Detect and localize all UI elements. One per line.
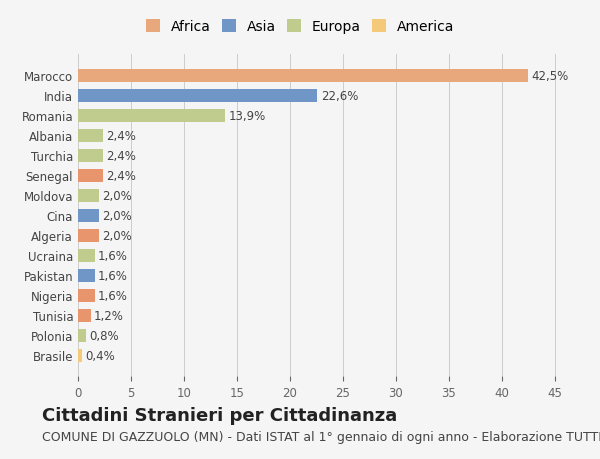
Bar: [78, 349, 82, 362]
Text: Cittadini Stranieri per Cittadinanza: Cittadini Stranieri per Cittadinanza: [42, 406, 397, 424]
Bar: [78, 150, 103, 162]
Text: 1,6%: 1,6%: [98, 289, 128, 302]
Text: 13,9%: 13,9%: [229, 110, 266, 123]
Bar: [78, 209, 99, 222]
Bar: [78, 229, 99, 242]
Text: 0,4%: 0,4%: [85, 349, 115, 362]
Legend: Africa, Asia, Europa, America: Africa, Asia, Europa, America: [142, 16, 458, 39]
Bar: [78, 289, 95, 302]
Text: 2,4%: 2,4%: [107, 169, 136, 182]
Text: 1,6%: 1,6%: [98, 269, 128, 282]
Bar: [78, 249, 95, 262]
Text: 2,4%: 2,4%: [107, 129, 136, 142]
Text: 2,4%: 2,4%: [107, 150, 136, 162]
Text: 1,2%: 1,2%: [94, 309, 124, 322]
Text: 1,6%: 1,6%: [98, 249, 128, 262]
Bar: [78, 329, 86, 342]
Text: 0,8%: 0,8%: [89, 329, 119, 342]
Text: COMUNE DI GAZZUOLO (MN) - Dati ISTAT al 1° gennaio di ogni anno - Elaborazione T: COMUNE DI GAZZUOLO (MN) - Dati ISTAT al …: [42, 430, 600, 443]
Text: 2,0%: 2,0%: [103, 209, 132, 222]
Bar: [78, 70, 529, 83]
Bar: [78, 90, 317, 102]
Bar: [78, 110, 225, 123]
Bar: [78, 309, 91, 322]
Text: 42,5%: 42,5%: [532, 70, 569, 83]
Bar: [78, 189, 99, 202]
Text: 22,6%: 22,6%: [320, 90, 358, 103]
Bar: [78, 269, 95, 282]
Bar: [78, 129, 103, 142]
Bar: [78, 169, 103, 182]
Text: 2,0%: 2,0%: [103, 189, 132, 202]
Text: 2,0%: 2,0%: [103, 229, 132, 242]
